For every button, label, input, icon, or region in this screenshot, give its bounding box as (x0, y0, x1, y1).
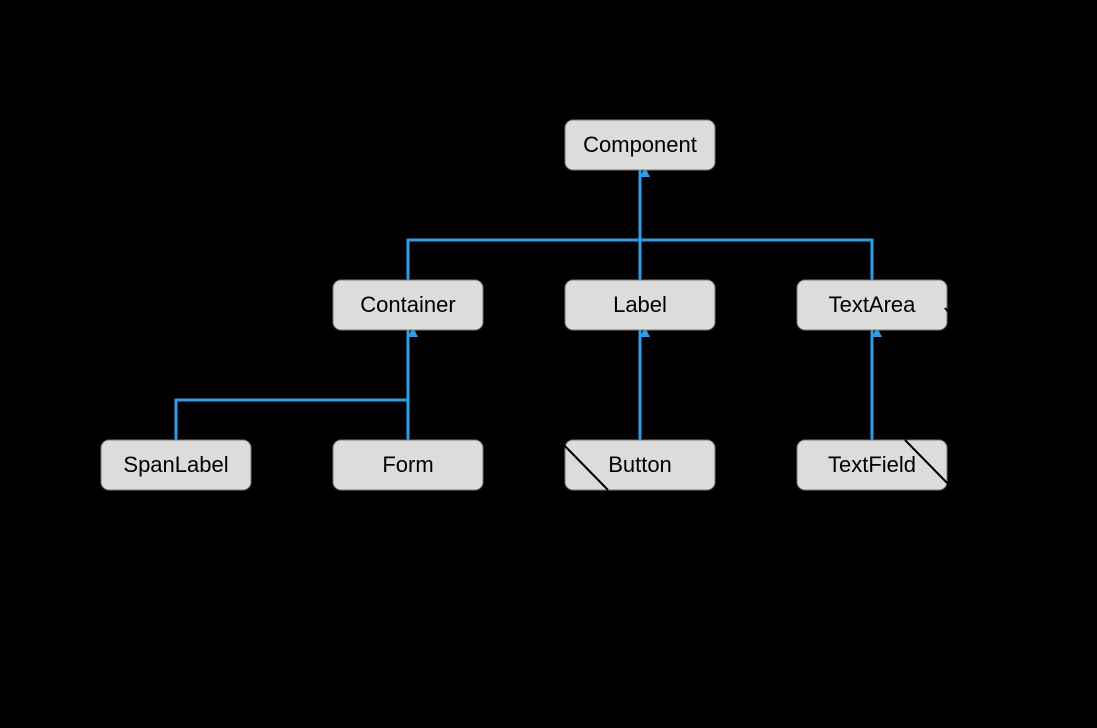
node-form: Form (333, 440, 483, 490)
node-button: Button (565, 440, 715, 490)
node-label-label: Label (613, 292, 667, 317)
node-textarea: TextArea (797, 280, 947, 330)
node-spanlabel: SpanLabel (101, 440, 251, 490)
node-label-textarea: TextArea (829, 292, 917, 317)
node-label-button: Button (608, 452, 672, 477)
nodes-group: Component Container Label TextArea SpanLabel… (101, 120, 947, 490)
class-hierarchy-diagram: Component Container Label TextArea SpanLabel… (0, 0, 1097, 728)
node-label: Label (565, 280, 715, 330)
node-label-form: Form (382, 452, 433, 477)
node-textfield: TextField (797, 440, 947, 490)
node-label-component: Component (583, 132, 697, 157)
node-label-spanlabel: SpanLabel (123, 452, 228, 477)
node-component: Component (565, 120, 715, 170)
edges-group (176, 172, 872, 440)
node-label-container: Container (360, 292, 455, 317)
node-container: Container (333, 280, 483, 330)
node-label-textfield: TextField (828, 452, 916, 477)
